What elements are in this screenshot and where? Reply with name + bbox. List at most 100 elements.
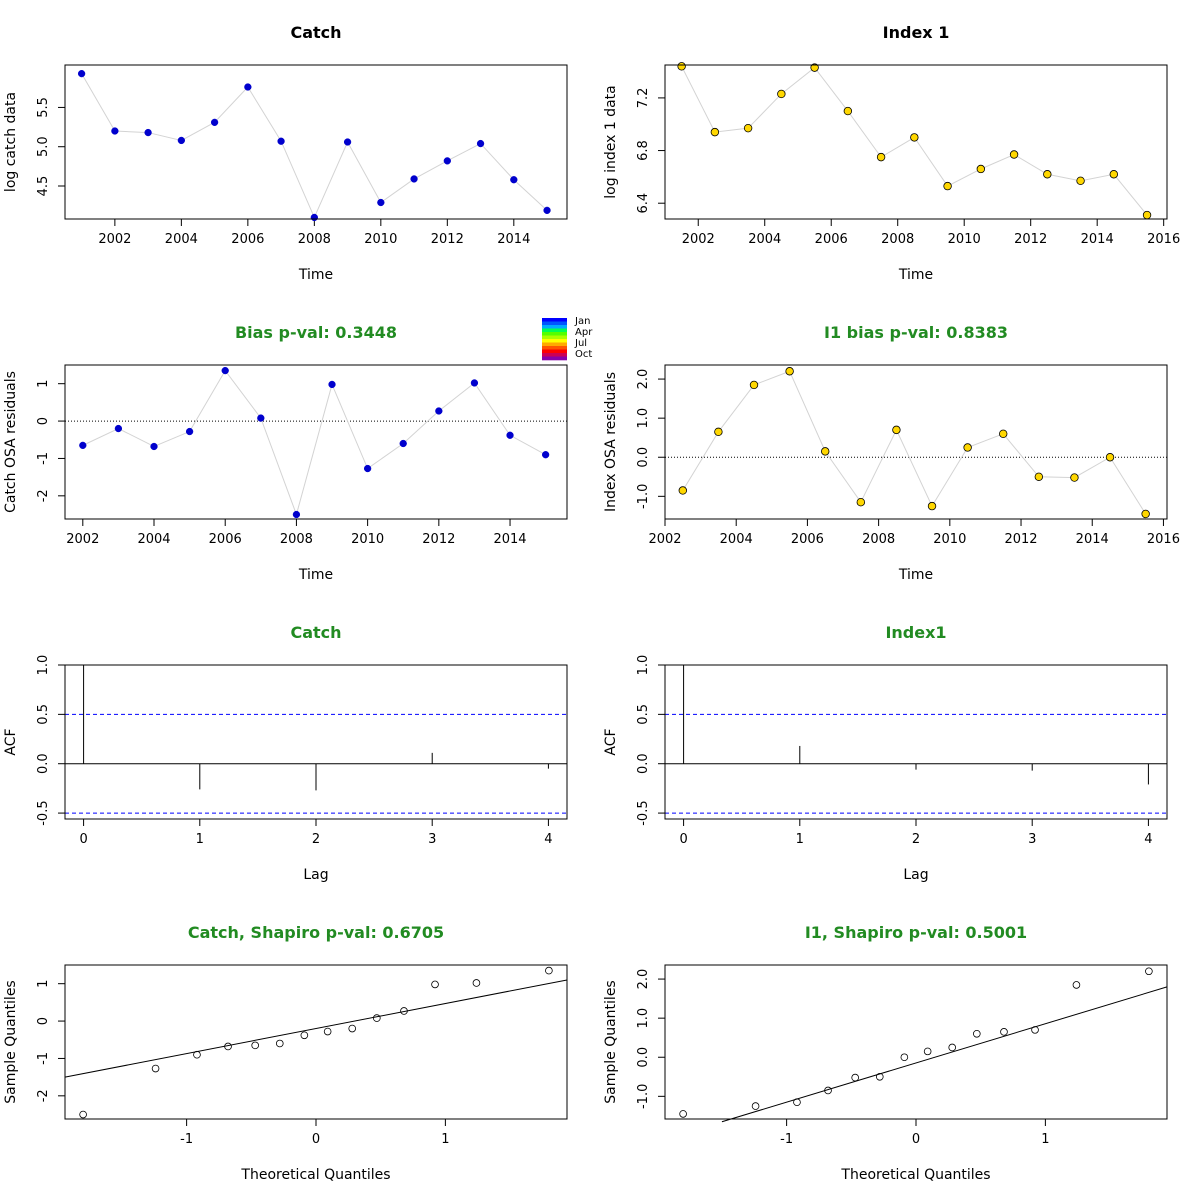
panel-title: Index 1: [883, 23, 950, 42]
data-point: [114, 424, 123, 433]
data-point: [79, 441, 87, 450]
x-tick-label: 2006: [209, 532, 242, 547]
legend-swatch: [542, 353, 567, 357]
y-axis-label: Sample Quantiles: [603, 980, 619, 1103]
data-point: [1009, 150, 1019, 159]
x-axis-label: Time: [898, 567, 933, 583]
panel-title: Catch: [290, 623, 341, 642]
y-tick-label: 5.0: [36, 136, 51, 157]
qq-point: [472, 979, 481, 987]
data-point: [777, 89, 786, 99]
data-point: [111, 127, 119, 135]
x-tick-label: 2002: [648, 532, 681, 547]
data-point: [710, 127, 720, 137]
data-point: [410, 175, 418, 183]
plot-frame: [64, 64, 568, 220]
panel-title: Bias p-val: 0.3448: [235, 323, 397, 342]
x-tick-label: 2008: [280, 532, 313, 547]
qq-point: [275, 1039, 284, 1048]
x-axis-label: Time: [298, 567, 333, 583]
qq-point: [300, 1031, 309, 1040]
x-tick-label: 2006: [791, 532, 824, 547]
y-tick-label: 1.0: [636, 408, 651, 429]
data-point: [185, 427, 194, 436]
x-tick-label: 0: [679, 832, 687, 847]
qq-point: [679, 1110, 687, 1118]
legend-swatch: [542, 328, 567, 333]
qq-point: [400, 1007, 408, 1015]
x-tick-label: 2014: [497, 232, 530, 247]
data-point: [749, 380, 759, 390]
data-point: [310, 213, 318, 222]
legend-swatch: [542, 339, 567, 343]
y-tick-label: -1.0: [636, 484, 651, 509]
x-tick-label: 2010: [948, 232, 981, 247]
qq-point: [751, 1102, 760, 1110]
data-point: [785, 367, 794, 376]
legend-swatch: [542, 356, 567, 361]
qq-point: [793, 1098, 801, 1106]
y-tick-label: 6.8: [636, 140, 651, 161]
legend-swatch: [542, 335, 567, 340]
data-point: [821, 447, 830, 456]
qq-point: [973, 1029, 981, 1038]
legend-swatch: [542, 332, 567, 336]
qq-point: [79, 1110, 87, 1119]
y-tick-label: 0.5: [36, 704, 51, 725]
x-tick-label: 2: [912, 832, 920, 847]
x-axis-label: Lag: [303, 867, 328, 883]
y-tick-label: 1.0: [636, 655, 651, 676]
data-point: [876, 152, 886, 162]
plot-frame: [664, 664, 1168, 820]
data-point: [257, 414, 265, 422]
qq-point: [948, 1043, 957, 1052]
qq-point: [1072, 981, 1081, 989]
data-point: [910, 133, 919, 142]
data-point: [927, 501, 937, 511]
y-tick-label: 0.0: [36, 753, 51, 774]
data-point: [377, 198, 385, 207]
x-tick-label: 2012: [1004, 532, 1037, 547]
x-tick-label: 2014: [493, 532, 526, 547]
data-point: [510, 176, 518, 184]
y-tick-label: 0.0: [636, 447, 651, 468]
data-point: [328, 380, 336, 389]
x-tick-label: 2008: [298, 232, 331, 247]
y-tick-label: -2: [36, 1089, 51, 1102]
qq-reference-line: [64, 979, 568, 1078]
x-tick-label: 0: [312, 1132, 320, 1147]
data-point: [1109, 170, 1119, 179]
x-tick-label: 2014: [1081, 232, 1114, 247]
qq-point: [323, 1027, 332, 1036]
y-tick-label: 2.0: [636, 369, 651, 390]
panel-title: Catch, Shapiro p-val: 0.6705: [188, 923, 444, 942]
y-tick-label: 1: [36, 980, 51, 988]
x-axis-label: Theoretical Quantiles: [840, 1167, 990, 1183]
qq-point: [151, 1064, 160, 1073]
data-point: [1076, 176, 1085, 186]
x-tick-label: 2010: [351, 532, 384, 547]
data-point: [399, 439, 407, 448]
x-tick-label: 2010: [364, 232, 397, 247]
plot-frame: [664, 364, 1168, 520]
panel-title: Index1: [885, 623, 946, 642]
x-tick-label: 2004: [748, 232, 781, 247]
y-tick-label: -1: [36, 452, 51, 465]
data-point: [1105, 453, 1115, 462]
data-point: [150, 442, 158, 451]
y-axis-label: Sample Quantiles: [3, 980, 19, 1103]
y-tick-label: -0.5: [636, 800, 651, 825]
data-point: [943, 181, 952, 191]
data-point: [999, 429, 1008, 438]
qq-point: [224, 1042, 232, 1051]
x-axis-label: Time: [298, 267, 333, 283]
data-point: [476, 139, 485, 148]
x-tick-label: 2004: [720, 532, 753, 547]
qq-point: [900, 1053, 909, 1062]
qq-point: [373, 1014, 381, 1022]
panel-title: Catch: [290, 23, 341, 42]
y-tick-label: 1: [36, 380, 51, 388]
index-residuals-panel: I1 bias p-val: 0.8383 Time Index OSA resid…: [603, 323, 1180, 583]
x-tick-label: 0: [79, 832, 87, 847]
legend-swatch: [542, 325, 567, 329]
